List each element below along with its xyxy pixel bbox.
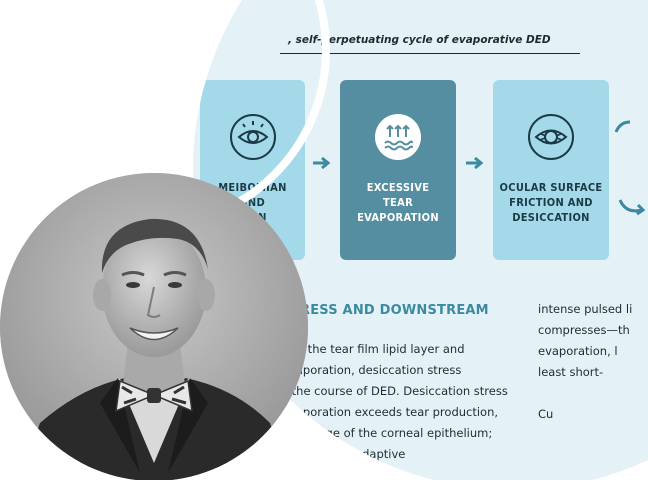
excessive-tear-evaporation-box: EXCESSIVE TEAR EVAPORATION (340, 80, 456, 260)
portrait-photo (0, 173, 308, 480)
section-heading: RESS AND DOWNSTREAM (300, 303, 489, 318)
excessive-tear-evaporation-label: EXCESSIVE TEAR EVAPORATION (357, 181, 439, 224)
ocular-surface-friction-label: OCULAR SURFACE FRICTION AND DESICCATION (499, 181, 603, 224)
infographic-caption: , self-perpetuating cycle of evaporative… (288, 34, 551, 46)
arrow-right-icon (313, 156, 331, 170)
ocular-surface-friction-box: OCULAR SURFACE FRICTION AND DESICCATION (493, 80, 609, 260)
caption-rule (280, 53, 580, 54)
body-text-column-1: n of the tear film lipid layer and evapo… (282, 342, 508, 461)
irritated-eye-icon (528, 114, 574, 160)
cycle-arrow-icon (614, 120, 631, 133)
cycle-arrow-icon (618, 199, 646, 216)
evaporation-icon (375, 114, 421, 160)
body-text-column-2: intense pulsed li compresses—th evaporat… (538, 302, 633, 421)
headshot-illustration (0, 173, 308, 480)
arrow-right-icon (466, 156, 484, 170)
